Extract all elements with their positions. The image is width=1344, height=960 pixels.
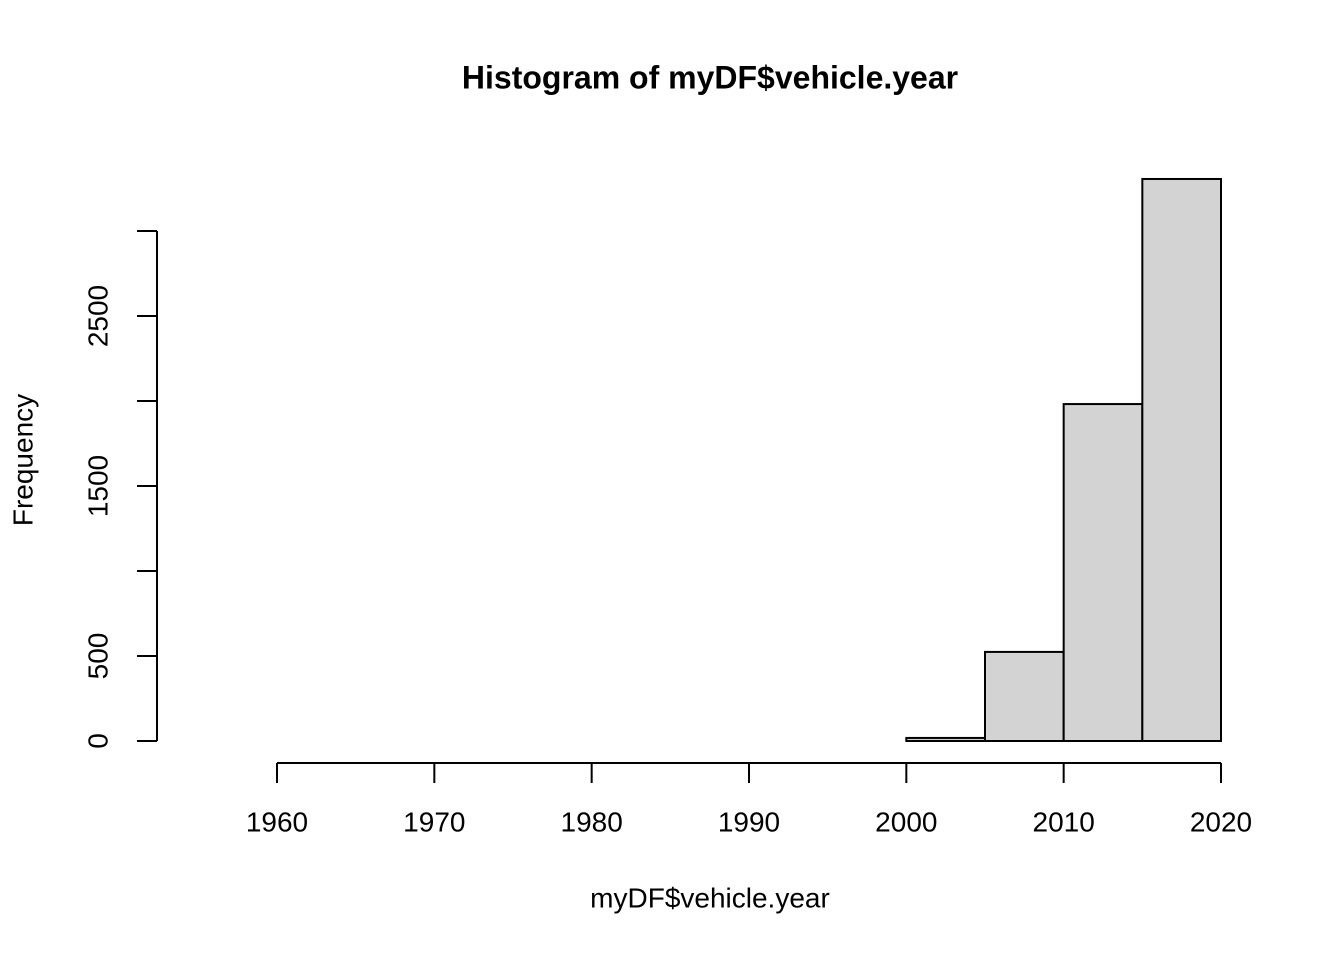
- x-tick-label: 2000: [875, 806, 937, 837]
- bar: [984, 650, 1065, 742]
- y-tick-label: 2500: [82, 285, 113, 347]
- bar: [1062, 403, 1144, 742]
- x-tick-label: 1990: [718, 806, 780, 837]
- x-axis-label: myDF$vehicle.year: [590, 882, 830, 913]
- y-tick-label: 500: [82, 633, 113, 680]
- chart-title: Histogram of myDF$vehicle.year: [462, 59, 958, 95]
- x-tick-label: 2020: [1190, 806, 1252, 837]
- x-tick-label: 1980: [561, 806, 623, 837]
- y-tick-label: 0: [82, 733, 113, 749]
- y-tick-label: 1500: [82, 455, 113, 517]
- x-tick-label: 2010: [1033, 806, 1095, 837]
- bar: [905, 736, 986, 743]
- y-axis-label: Frequency: [7, 394, 38, 526]
- x-tick-label: 1970: [403, 806, 465, 837]
- x-tick-label: 1960: [246, 806, 308, 837]
- bar: [1141, 177, 1223, 743]
